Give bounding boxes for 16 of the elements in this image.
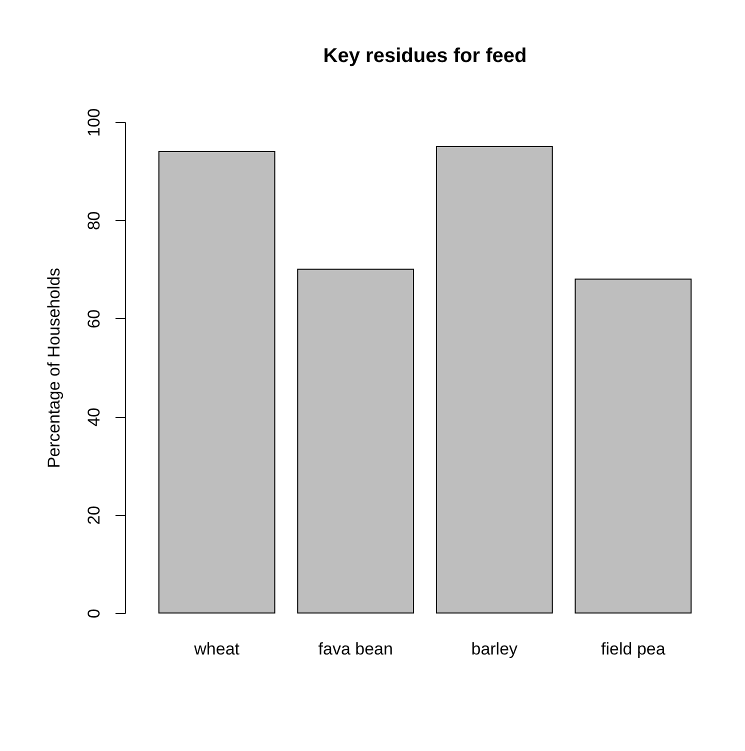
- y-tick-label: 80: [84, 211, 104, 230]
- chart-title: Key residues for feed: [323, 44, 527, 67]
- x-tick-label: field pea: [601, 640, 666, 658]
- bar: [158, 150, 276, 614]
- bar: [297, 268, 414, 614]
- y-tick-label: 20: [84, 506, 104, 525]
- x-tick-label: fava bean: [318, 640, 393, 658]
- x-tick-label: wheat: [193, 640, 240, 658]
- bar: [436, 146, 553, 614]
- y-tick-label: 60: [84, 309, 104, 328]
- y-tick-label: 0: [84, 608, 104, 618]
- x-tick-label: barley: [471, 640, 518, 658]
- bar: [574, 278, 692, 614]
- y-tick-label: 100: [84, 108, 104, 137]
- y-axis-title: Percentage of Households: [44, 268, 64, 468]
- y-tick-label: 40: [84, 408, 104, 427]
